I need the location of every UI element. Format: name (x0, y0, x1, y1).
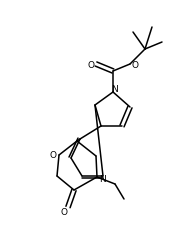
Text: O: O (49, 151, 56, 160)
Text: O: O (87, 61, 94, 70)
Text: N: N (111, 84, 117, 93)
Text: N: N (99, 174, 105, 183)
Text: O: O (132, 61, 138, 70)
Text: O: O (60, 208, 68, 217)
